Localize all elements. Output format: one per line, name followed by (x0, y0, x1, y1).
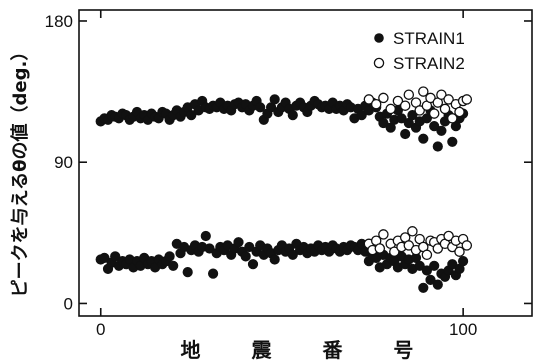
data-point-strain2 (378, 229, 389, 240)
data-point-strain1 (247, 259, 259, 270)
data-point-strain2 (443, 230, 454, 242)
data-point-strain1 (269, 254, 280, 265)
x-tick-label: 0 (96, 320, 105, 339)
data-point-strain1 (255, 102, 266, 113)
data-point-strain1 (436, 125, 447, 136)
y-tick-label: 0 (64, 294, 73, 313)
data-point-strain1 (186, 109, 197, 121)
data-point-strain2 (421, 249, 433, 261)
data-point-strain2 (439, 103, 451, 115)
data-point-strain1 (110, 251, 121, 262)
data-point-strain2 (461, 240, 473, 251)
data-point-strain2 (425, 92, 436, 104)
data-point-strain2 (363, 94, 375, 105)
data-point-strain2 (399, 100, 411, 111)
data-point-strain2 (414, 105, 425, 116)
data-point-strain1 (240, 251, 251, 262)
data-point-strain1 (269, 94, 280, 105)
data-point-strain2 (432, 243, 444, 254)
data-point-strain1 (287, 109, 298, 121)
data-point-strain1 (400, 128, 411, 140)
data-point-strain1 (200, 230, 211, 242)
data-point-strain1 (356, 109, 367, 121)
y-tick-label: 180 (45, 12, 73, 31)
data-point-strain2 (454, 246, 465, 257)
data-point-strain2 (418, 86, 429, 97)
legend-label-strain2: STRAIN2 (393, 54, 465, 73)
data-point-strain2 (374, 243, 386, 254)
x-axis-title: 地 震 番 号 (181, 338, 436, 362)
data-point-strain1 (418, 133, 429, 144)
data-point-strain1 (447, 136, 458, 147)
data-point-strain1 (425, 274, 436, 286)
legend-marker-strain1 (374, 33, 384, 43)
data-point-strain1 (407, 109, 418, 121)
data-point-strain2 (454, 106, 465, 118)
data-point-strain1 (414, 260, 425, 271)
y-axis-title: ピークを与えるθの値（deg.） (9, 43, 31, 298)
data-point-strain2 (428, 108, 440, 119)
axis-ticks: 0 90 180 0 100 (45, 10, 532, 339)
data-point-strain1 (244, 241, 255, 253)
data-point-strain2 (443, 94, 454, 105)
data-point-strain1 (168, 260, 179, 271)
data-point-strain2 (370, 98, 382, 110)
data-point-strain1 (164, 251, 175, 262)
legend-label-strain1: STRAIN1 (393, 29, 465, 48)
data-point-strain2 (447, 113, 458, 124)
data-point-strain2 (461, 94, 473, 105)
data-point-strain2 (392, 95, 404, 107)
data-point-strain1 (418, 282, 429, 293)
data-point-strain1 (447, 259, 458, 270)
data-point-strain2 (378, 92, 389, 104)
legend-marker-strain2 (373, 57, 385, 69)
legend: STRAIN1 STRAIN2 (373, 29, 465, 73)
data-point-strain2 (407, 226, 418, 237)
data-point-strain1 (458, 256, 469, 267)
data-point-strain1 (233, 237, 244, 248)
data-point-strain1 (396, 113, 407, 124)
data-points (95, 86, 473, 293)
data-point-strain1 (378, 117, 389, 129)
y-tick-label: 90 (54, 153, 73, 172)
data-point-strain1 (432, 279, 443, 290)
data-point-strain2 (436, 89, 447, 100)
data-point-strain2 (403, 240, 415, 251)
data-point-strain2 (403, 89, 415, 100)
data-point-strain1 (287, 249, 298, 260)
data-point-strain1 (432, 141, 443, 152)
data-point-strain2 (385, 103, 396, 115)
data-point-strain1 (208, 268, 219, 279)
data-point-strain2 (389, 246, 400, 257)
data-point-strain1 (99, 252, 110, 263)
x-tick-label: 100 (449, 320, 477, 339)
data-point-strain1 (204, 243, 215, 254)
data-point-strain1 (429, 120, 440, 132)
data-point-strain1 (429, 260, 440, 271)
data-point-strain1 (421, 265, 433, 276)
data-point-strain1 (182, 267, 193, 278)
